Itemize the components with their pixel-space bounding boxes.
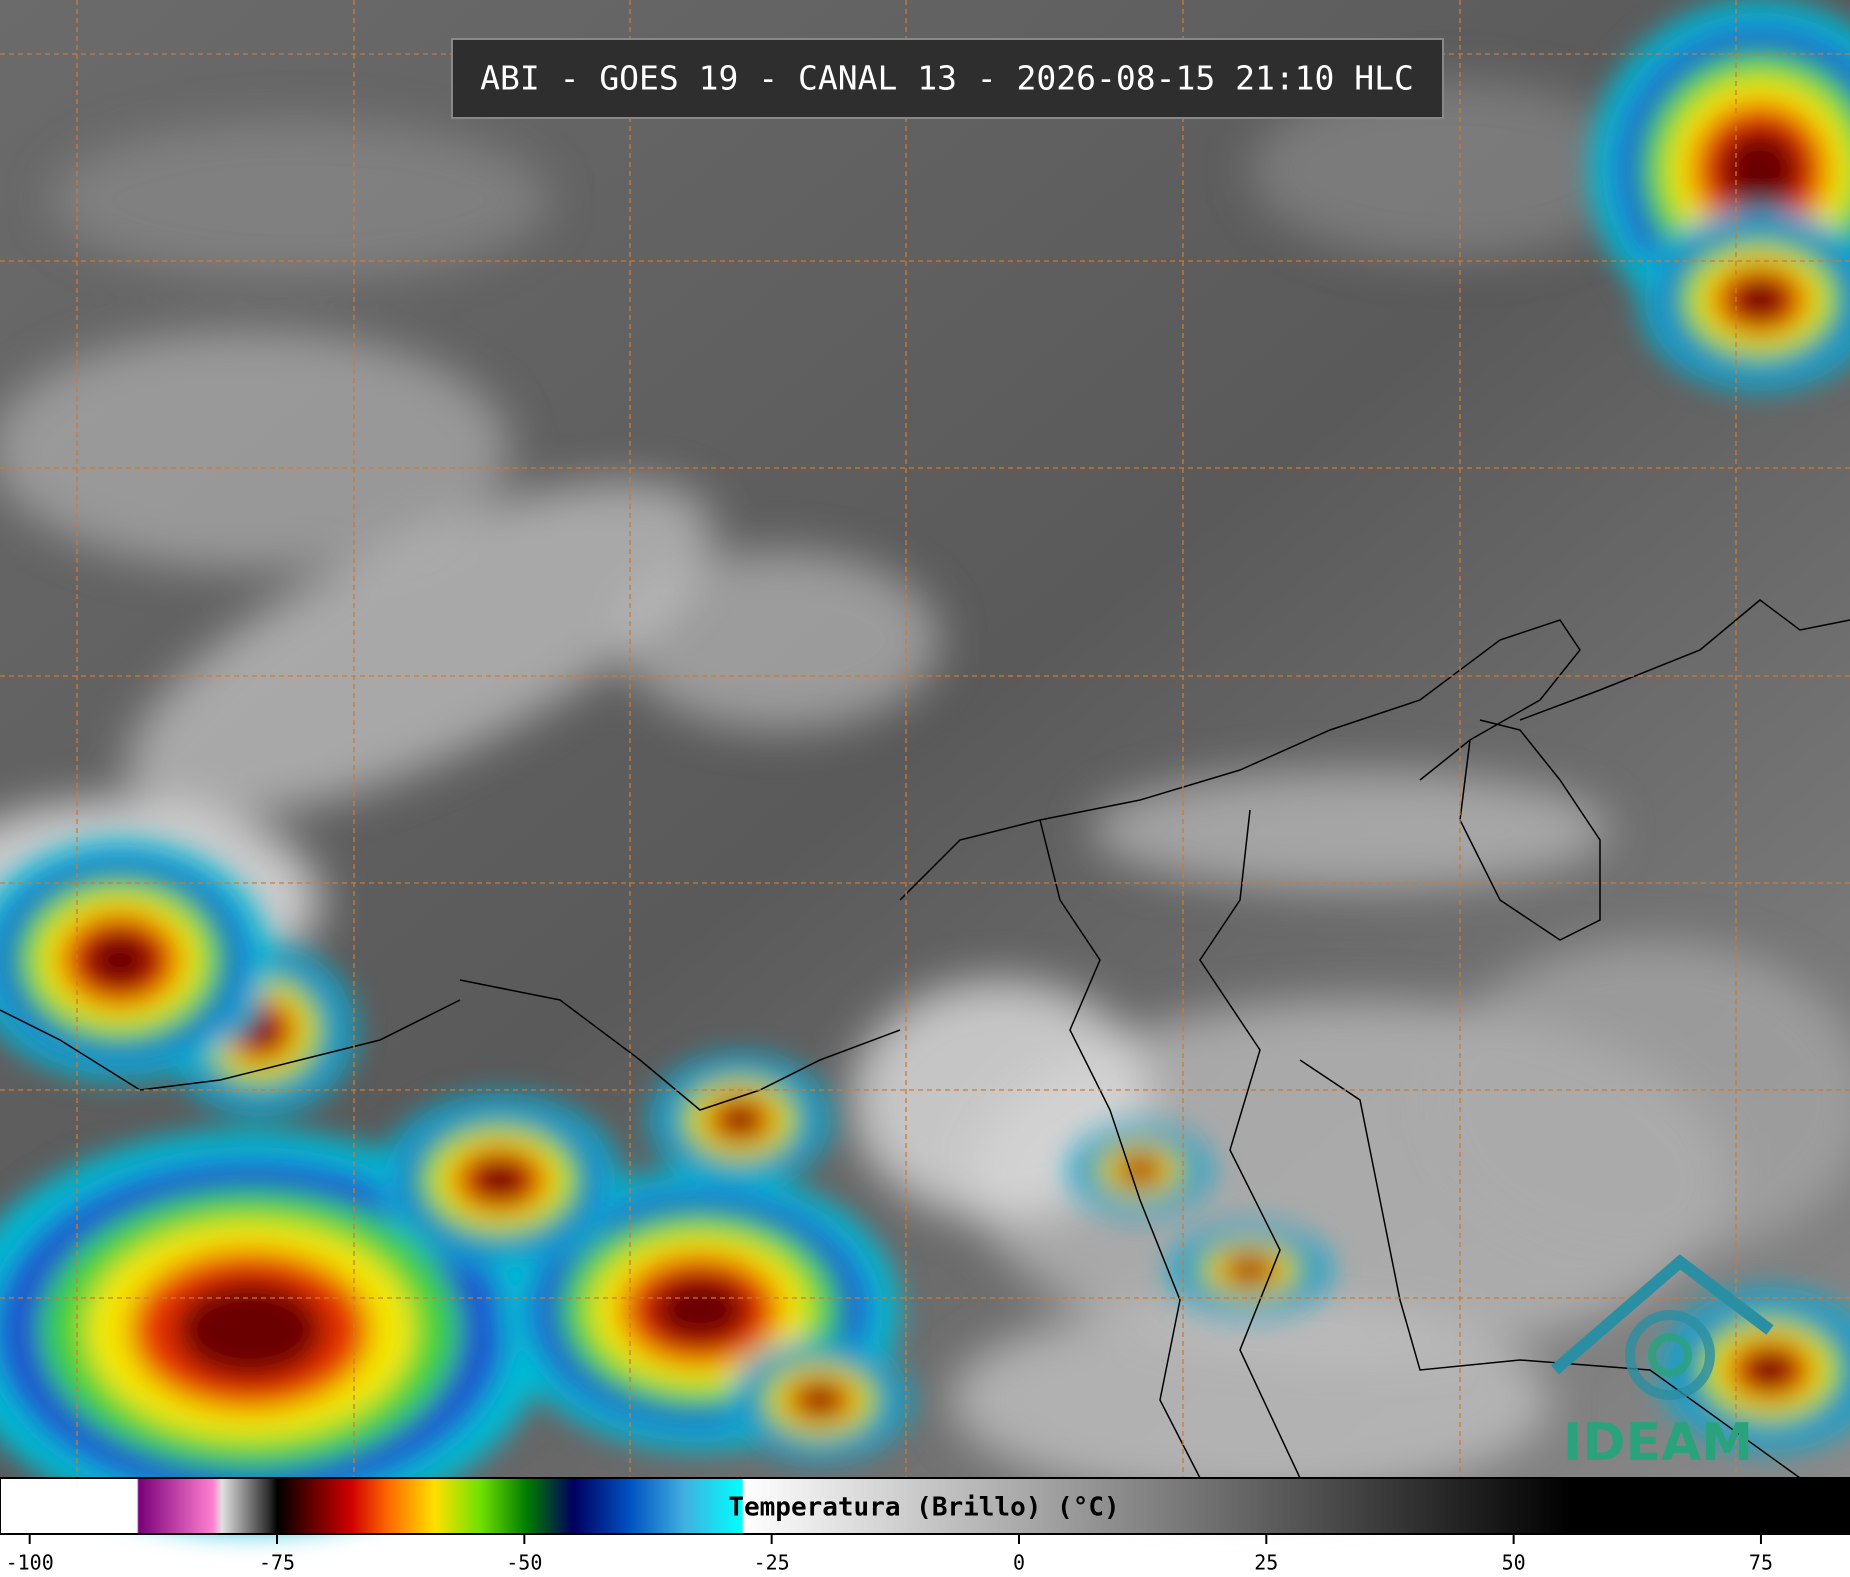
tick-label: 50 bbox=[1502, 1551, 1526, 1575]
storm-cell bbox=[797, 1385, 843, 1415]
tick-label: -25 bbox=[754, 1551, 790, 1575]
storm-cell bbox=[1730, 277, 1790, 323]
storm-cell bbox=[1742, 1350, 1798, 1390]
logo: IDEAM bbox=[1551, 1254, 1774, 1473]
logo-text: IDEAM bbox=[1563, 1413, 1753, 1473]
title: ABI - GOES 19 - CANAL 13 - 2026-08-15 21… bbox=[480, 59, 1414, 98]
storm-layer bbox=[0, 0, 1850, 1530]
tick-label: 75 bbox=[1749, 1551, 1773, 1575]
tick-label: 25 bbox=[1254, 1551, 1278, 1575]
storm-cell bbox=[82, 930, 158, 990]
colorbar bbox=[0, 1477, 1850, 1535]
tick-label: -100 bbox=[6, 1551, 54, 1575]
storm-cell bbox=[1230, 1258, 1270, 1282]
title-box bbox=[451, 38, 1444, 119]
colorbar-axis: -100 -75 -50 -25 0 25 50 75 bbox=[6, 1534, 1773, 1575]
storm-cell bbox=[175, 1280, 325, 1380]
storm-cell bbox=[650, 1275, 750, 1345]
tick-label: 0 bbox=[1013, 1551, 1025, 1575]
storm-cell bbox=[1717, 127, 1803, 213]
colorbar-label: Temperatura (Brillo) (°C) bbox=[728, 1493, 1119, 1523]
storm-cell bbox=[470, 1158, 530, 1202]
tick-label: -50 bbox=[506, 1551, 542, 1575]
storm-cell bbox=[717, 1103, 763, 1137]
graticule bbox=[0, 0, 1850, 1478]
cloud-layer bbox=[0, 80, 1850, 1500]
tick-label: -75 bbox=[259, 1551, 295, 1575]
